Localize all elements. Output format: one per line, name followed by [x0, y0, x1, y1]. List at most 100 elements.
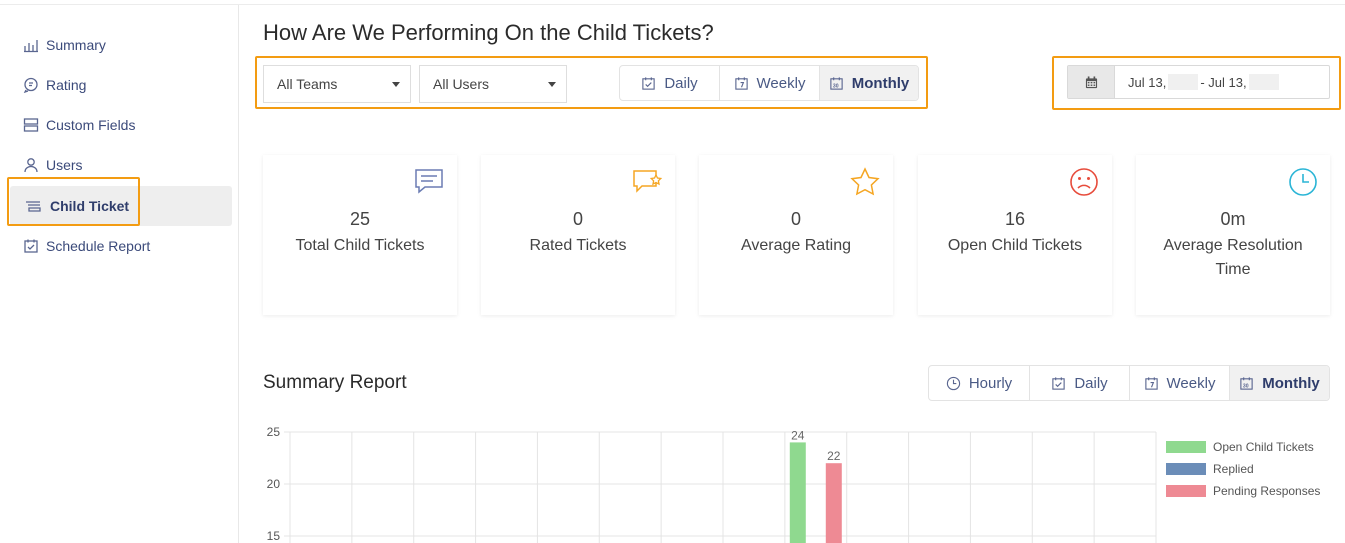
period-label: Weekly — [1166, 374, 1216, 392]
stat-value: 16 — [1004, 209, 1026, 229]
stat-label: Total Child Tickets — [295, 237, 425, 254]
stat-label: Average Rating — [741, 237, 851, 254]
calendar-button[interactable] — [1068, 66, 1115, 98]
date-range-picker[interactable]: Jul 13, - Jul 13, — [1067, 65, 1330, 99]
summary-report-title: Summary Report — [263, 372, 407, 393]
clock-icon — [946, 376, 960, 390]
chart-bar — [789, 442, 806, 543]
bar-chart-icon — [24, 40, 38, 53]
stat-value: 0m — [1220, 209, 1246, 229]
report-period-daily[interactable]: Daily — [1030, 366, 1130, 400]
legend-item: Replied — [1166, 462, 1254, 476]
data-label: 22 — [827, 449, 841, 463]
stat-label: Open Child Tickets — [947, 237, 1083, 254]
stat-card-average-rating: 0 Average Rating — [699, 155, 893, 315]
chart-bar — [825, 463, 842, 543]
sidebar-item-label: Rating — [46, 77, 87, 93]
sidebar: Summary Rating Custom Fields Users Child… — [0, 5, 239, 543]
filter-highlight — [255, 56, 928, 109]
sidebar-item-label: Child Ticket — [50, 198, 130, 214]
calendar-check-icon — [1052, 376, 1066, 390]
legend-label: Pending Responses — [1213, 484, 1321, 498]
legend-label: Replied — [1213, 462, 1254, 476]
stat-value: 0 — [790, 209, 801, 229]
sidebar-item-rating[interactable]: Rating — [10, 65, 232, 105]
chat-icon — [415, 169, 443, 194]
sidebar-item-custom-fields[interactable]: Custom Fields — [10, 105, 232, 145]
stat-card-rated-tickets: 0 Rated Tickets — [481, 155, 675, 315]
star-icon — [850, 167, 880, 196]
stat-value: 25 — [349, 209, 371, 229]
period-daily[interactable]: Daily — [620, 66, 720, 100]
user-icon — [24, 158, 38, 173]
calendar-icon — [1085, 75, 1097, 88]
report-period-toggle: Hourly Daily Weekly 30 Monthly — [928, 365, 1330, 401]
period-label: Daily — [664, 74, 698, 92]
user-select-value: All Users — [433, 76, 490, 92]
period-label: Monthly — [851, 74, 910, 92]
chat-bubble-icon — [23, 77, 38, 93]
calendar-check-icon — [642, 76, 656, 90]
legend-swatch — [1166, 463, 1206, 475]
y-tick-label: 25 — [267, 425, 281, 439]
team-select-value: All Teams — [277, 76, 338, 92]
stat-label: Rated Tickets — [529, 237, 627, 254]
stat-label: Average Resolution Time — [1163, 237, 1303, 278]
team-select[interactable]: All Teams — [263, 65, 411, 103]
sidebar-item-child-ticket[interactable]: Child Ticket — [10, 186, 232, 226]
calendar-check-icon — [24, 239, 38, 253]
y-tick-label: 15 — [267, 529, 281, 543]
calendar-30-icon: 30 — [830, 76, 843, 90]
chevron-down-icon — [392, 82, 400, 87]
stat-value: 0 — [572, 209, 583, 229]
stat-card-average-resolution-time: 0m Average Resolution Time — [1136, 155, 1330, 315]
stat-card-open-child-tickets: 16 Open Child Tickets — [918, 155, 1112, 315]
sidebar-item-label: Summary — [46, 37, 106, 53]
summary-bar-chart: 25 20 15 24 22 — [267, 425, 1157, 543]
stat-card-total-child-tickets: 25 Total Child Tickets — [263, 155, 457, 315]
redacted-year — [1168, 74, 1199, 90]
sidebar-item-users[interactable]: Users — [10, 145, 232, 185]
period-label: Weekly — [756, 74, 806, 92]
date-start: Jul 13, — [1128, 74, 1167, 90]
report-period-monthly[interactable]: 30 Monthly — [1230, 366, 1329, 400]
period-monthly[interactable]: 30 Monthly — [820, 66, 918, 100]
sad-face-icon — [1070, 168, 1098, 196]
svg-text:30: 30 — [1243, 383, 1249, 389]
clock-icon — [1289, 168, 1317, 196]
page-title: How Are We Performing On the Child Ticke… — [263, 20, 714, 45]
report-period-hourly[interactable]: Hourly — [929, 366, 1030, 400]
calendar-7-icon — [734, 76, 748, 90]
report-period-weekly[interactable]: Weekly — [1130, 366, 1230, 400]
calendar-7-icon — [1144, 376, 1158, 390]
legend-swatch — [1166, 485, 1206, 497]
date-range-highlight — [1052, 56, 1341, 110]
data-label: 24 — [791, 428, 805, 442]
sidebar-item-schedule-report[interactable]: Schedule Report — [10, 226, 232, 266]
period-label: Hourly — [968, 374, 1013, 392]
calendar-30-icon: 30 — [1240, 376, 1253, 390]
fields-icon — [23, 118, 39, 132]
sidebar-item-label: Schedule Report — [46, 238, 151, 254]
legend-item: Open Child Tickets — [1166, 440, 1314, 454]
sidebar-item-label: Custom Fields — [46, 117, 136, 133]
ticket-icon — [26, 201, 41, 212]
chevron-down-icon — [548, 82, 556, 87]
chat-star-icon — [633, 170, 663, 193]
legend-swatch — [1166, 441, 1206, 453]
redacted-year — [1248, 74, 1279, 90]
user-select[interactable]: All Users — [419, 65, 567, 103]
date-end: - Jul 13, — [1200, 74, 1247, 90]
top-divider — [0, 4, 1345, 5]
date-range-text: Jul 13, - Jul 13, — [1115, 66, 1281, 98]
legend-label: Open Child Tickets — [1213, 440, 1314, 454]
legend-item: Pending Responses — [1166, 484, 1320, 498]
period-label: Monthly — [1262, 374, 1320, 392]
sidebar-item-label: Users — [46, 157, 83, 173]
period-weekly[interactable]: Weekly — [720, 66, 820, 100]
y-tick-label: 20 — [267, 477, 281, 491]
period-toggle: Daily Weekly 30 Monthly — [619, 65, 919, 101]
period-label: Daily — [1074, 374, 1108, 392]
sidebar-item-summary[interactable]: Summary — [10, 25, 232, 65]
svg-text:30: 30 — [833, 83, 839, 89]
